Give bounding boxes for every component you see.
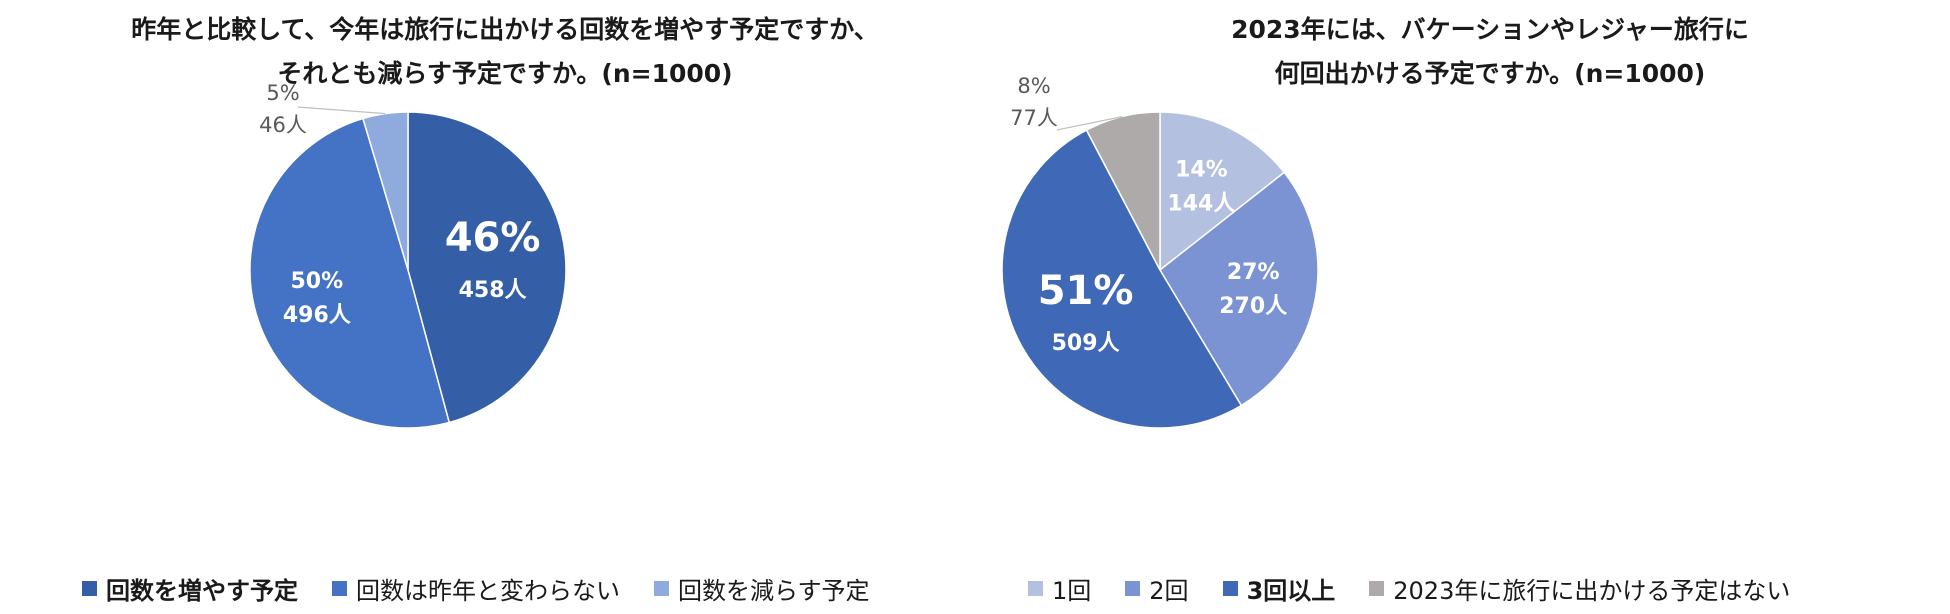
legend-label: 2023年に旅行に出かける予定はない — [1393, 577, 1791, 605]
legend-label: 3回以上 — [1246, 577, 1336, 605]
chart-title-line-1: 2023年には、バケーションやレジャー旅行に — [1231, 15, 1749, 44]
slice-count-label: 458人 — [459, 278, 527, 303]
slice-percent-label: 46% — [445, 215, 541, 261]
legend-item: 2回 — [1125, 571, 1189, 606]
pie-slice-3 — [1001, 129, 1243, 429]
legend-item: 回数は昨年と変わらない — [332, 571, 620, 606]
legend-swatch — [654, 581, 669, 596]
pie-slice-1 — [1159, 111, 1286, 272]
pie-slice-1 — [407, 111, 567, 424]
legend-swatch — [332, 581, 347, 596]
legend-swatch — [1028, 581, 1043, 596]
slice-percent-label: 51% — [1038, 268, 1134, 314]
legend-swatch — [1125, 581, 1141, 596]
slice-percent-label: 50% — [290, 269, 343, 294]
chart-title-line-1: 昨年と比較して、今年は旅行に出かける回数を増やす予定ですか、 — [131, 15, 879, 44]
chart-panel-travel-frequency-change: 昨年と比較して、今年は旅行に出かける回数を増やす予定ですか、 それとも減らす予定… — [82, 15, 904, 606]
legend-item: 回数を増やす予定 — [82, 571, 298, 606]
slice-count-label: 77人 — [1010, 106, 1058, 130]
legend-label: 回数は昨年と変わらない — [356, 577, 620, 605]
pie-slice-2 — [249, 117, 451, 429]
slice-percent-label: 14% — [1175, 158, 1228, 183]
slice-percent-label: 27% — [1227, 260, 1280, 285]
legend-swatch — [82, 581, 97, 596]
chart-title-line-2: 何回出かける予定ですか。(n=1000) — [1274, 59, 1706, 88]
leader-line — [1056, 116, 1123, 131]
chart-legend: 回数を増やす予定 回数は昨年と変わらない 回数を減らす予定 — [82, 571, 904, 606]
slice-count-label: 270人 — [1219, 294, 1287, 319]
pie-chart: 46% 458人 50% 496人 5% 46人 — [249, 81, 567, 429]
legend-item: 2023年に旅行に出かける予定はない — [1369, 571, 1790, 606]
chart-title-line-2: それとも減らす予定ですか。(n=1000) — [277, 59, 733, 88]
legend-item: 回数を減らす予定 — [654, 571, 870, 606]
chart-title: 2023年には、バケーションやレジャー旅行に 何回出かける予定ですか。(n=10… — [1140, 8, 1840, 96]
pie-slice-2 — [1159, 171, 1319, 407]
legend-label: 1回 — [1052, 577, 1092, 605]
leader-line — [297, 106, 386, 115]
legend-label: 2回 — [1149, 577, 1189, 605]
legend-swatch — [1369, 581, 1385, 596]
slice-count-label: 496人 — [283, 303, 351, 328]
legend-label: 回数を減らす予定 — [678, 577, 870, 605]
legend-label: 回数を増やす予定 — [106, 577, 298, 605]
chart-panel-trips-2023: 2023年には、バケーションやレジャー旅行に 何回出かける予定ですか。(n=10… — [1000, 0, 1950, 614]
legend-swatch — [1222, 581, 1238, 596]
legend-item: 3回以上 — [1222, 571, 1336, 606]
chart-legend: 1回 2回 3回以上 2023年に旅行に出かける予定はない — [1028, 571, 1824, 606]
pie-chart: 14% 144人 27% 270人 51% 509人 8% 77人 — [1001, 74, 1319, 429]
slice-count-label: 46人 — [259, 113, 307, 137]
slice-percent-label: 8% — [1017, 74, 1050, 98]
slice-count-label: 509人 — [1052, 331, 1120, 356]
legend-item: 1回 — [1028, 571, 1091, 606]
chart-title: 昨年と比較して、今年は旅行に出かける回数を増やす予定ですか、 それとも減らす予定… — [0, 8, 1010, 96]
slice-count-label: 144人 — [1167, 192, 1235, 217]
pie-slice-3 — [362, 111, 409, 271]
slice-percent-label: 5% — [266, 81, 299, 105]
